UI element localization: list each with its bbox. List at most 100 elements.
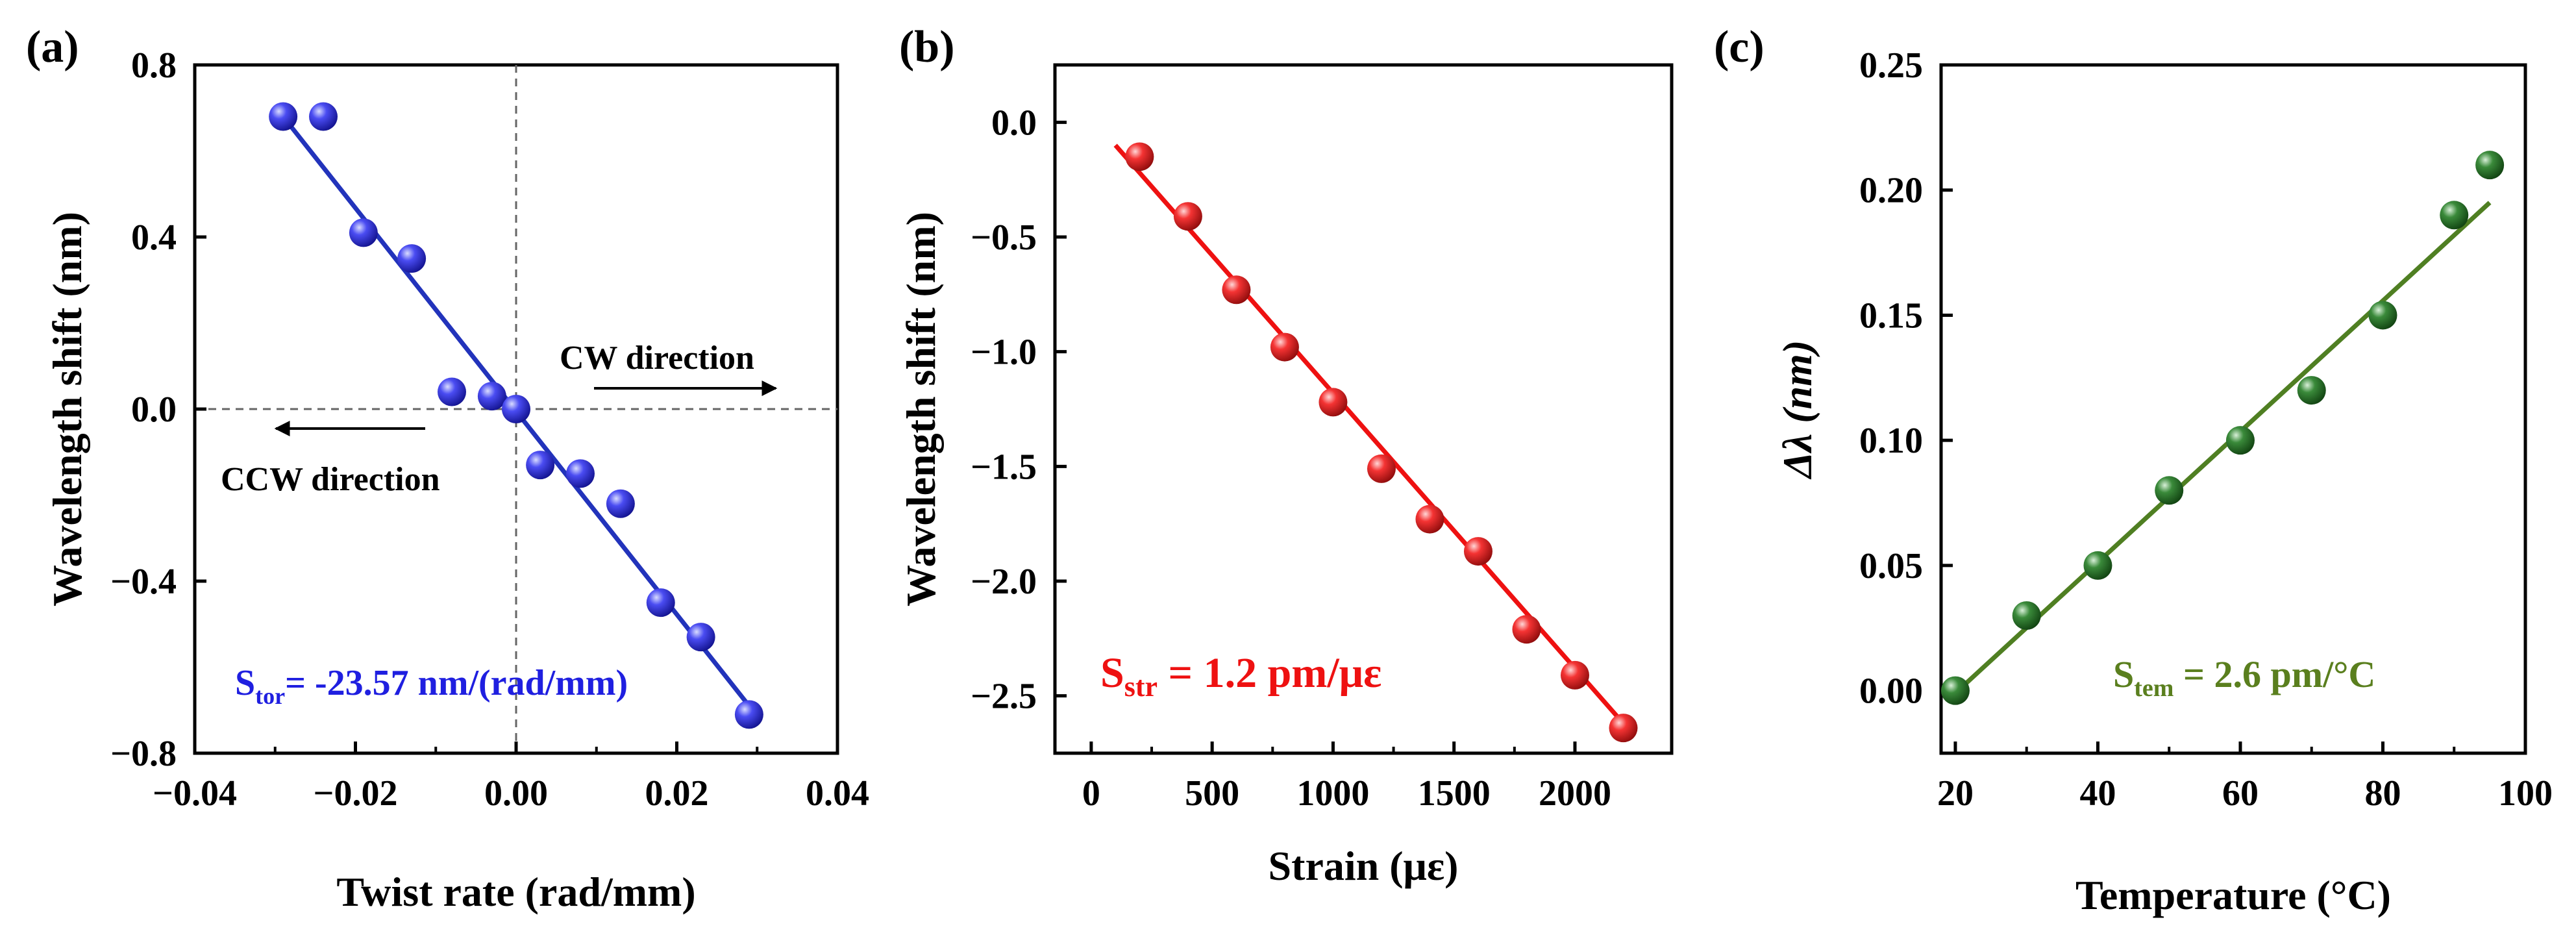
panel-c-sensitivity: Stem = 2.6 pm/°C [2113,653,2375,702]
data-point [686,623,715,652]
panel-a-sens-symbol: S [235,663,255,703]
panel-c-sens-symbol: S [2113,653,2134,695]
panel-c-fit-line [1953,201,2492,695]
data-point [1609,714,1638,743]
data-point [2083,551,2112,580]
data-point [734,700,763,729]
panel-a-sens-value: = -23.57 nm/(rad/mm) [285,663,628,703]
x-tick-label: 1000 [1296,773,1369,814]
data-point [1560,660,1589,690]
panel-b-ticks [1055,120,1577,753]
x-tick-label: 20 [1937,773,1974,814]
x-tick-label: 80 [2364,773,2401,814]
panel-b-label: (b) [899,22,955,72]
panel-a-sens-subscript: tor [255,683,285,709]
panel-b-data-points [1125,142,1638,743]
panel-a-x-tick-labels: −0.04 −0.02 0.00 0.02 0.04 [153,773,869,814]
y-tick-label: 0.10 [1859,421,1923,461]
data-point [2012,601,2041,630]
ccw-direction-label: CCW direction [221,461,440,498]
panel-c-label: (c) [1714,22,1765,72]
panel-c-xlabel: Temperature (°C) [2075,872,2391,918]
panel-c-x-tick-labels: 20 40 60 80 100 [1937,773,2553,814]
x-tick-label: −0.02 [314,773,398,814]
y-tick-label: 0.25 [1859,45,1923,86]
x-tick-label: 0.00 [484,773,548,814]
panel-b-sens-value: = 1.2 pm/με [1158,649,1381,697]
data-point [2475,151,2505,180]
x-tick-label: 100 [2498,773,2553,814]
data-point [1463,537,1492,566]
x-tick-label: 60 [2222,773,2259,814]
x-tick-label: 40 [2079,773,2116,814]
data-point [477,382,506,411]
x-tick-label: 1500 [1418,773,1491,814]
y-tick-label: 0.0 [991,103,1037,143]
data-point [2368,301,2397,330]
panel-a-label: (a) [26,22,79,72]
panel-c-data-points [1940,151,2505,705]
panel-b-ylabel: Wavelength shift (nm) [898,212,944,606]
panel-c-sens-subscript: tem [2134,675,2174,702]
y-tick-label: −1.0 [971,332,1037,373]
panel-a-xlabel: Twist rate (rad/mm) [336,869,695,915]
data-point [2440,201,2469,230]
y-tick-label: −0.4 [110,562,177,602]
y-tick-label: 0.0 [131,390,177,430]
y-tick-label: −0.8 [110,734,177,774]
data-point [1173,202,1202,231]
panel-a-data-points [269,102,763,729]
y-tick-label: 0.4 [131,218,177,258]
panel-b-y-tick-labels: 0.0 −0.5 −1.0 −1.5 −2.0 −2.5 [971,103,1037,716]
data-point [1270,332,1299,362]
y-tick-label: −2.0 [971,562,1037,602]
data-point [646,588,675,617]
data-point [438,377,466,406]
panel-c-frame [1939,63,2527,755]
panel-b-x-tick-labels: 0 500 1000 1500 2000 [1082,773,1611,814]
x-tick-label: 2000 [1539,773,1611,814]
data-point [1222,275,1251,305]
panel-a-ticks [193,63,839,755]
panel-b-sens-symbol: S [1100,649,1124,697]
y-tick-label: −0.5 [971,218,1037,258]
y-tick-label: 0.05 [1859,546,1923,586]
x-tick-label: 0.02 [645,773,709,814]
x-tick-label: −0.04 [153,773,237,814]
data-point [1367,454,1396,483]
panel-c: (c) 20 40 60 80 100 0.00 0.05 0.10 0.15 0.20 0.25… [1714,22,2553,918]
data-point [1415,505,1444,534]
panel-b-xlabel: Strain (με) [1269,843,1459,889]
data-point [526,451,555,480]
data-point [1512,615,1541,644]
data-point [502,395,530,423]
panel-c-y-tick-labels: 0.00 0.05 0.10 0.15 0.20 0.25 [1859,45,1923,712]
x-tick-label: 500 [1185,773,1239,814]
data-point [2225,426,2255,455]
y-tick-label: 0.20 [1859,171,1923,211]
data-point [2297,376,2326,405]
y-tick-label: −1.5 [971,447,1037,487]
data-point [1319,388,1348,417]
y-tick-label: 0.15 [1859,295,1923,336]
y-tick-label: 0.00 [1859,671,1923,712]
data-point [309,102,338,131]
panel-a-y-tick-labels: −0.8 −0.4 0.0 0.4 0.8 [110,45,177,774]
panel-c-sens-value: = 2.6 pm/°C [2174,653,2375,695]
data-point [1125,142,1154,171]
panel-a-ylabel: Wavelength shift (nm) [44,212,90,606]
panel-b-fit-line [1113,143,1626,725]
data-point [566,459,595,488]
y-tick-label: −2.5 [971,677,1037,717]
panel-b-frame [1053,63,1674,755]
panel-a: (a) −0.04 −0.02 0.00 0.02 0.04 −0.8 −0.4 0.0 0.… [26,22,869,915]
panel-b: (b) 0 500 1000 1500 2000 0.0 −0.5 −1.0 −1.5 −2.0… [898,22,1674,889]
panel-b-sens-subscript: str [1124,671,1158,703]
cw-direction-label: CW direction [560,340,754,377]
data-point [606,489,635,518]
x-tick-label: 0.04 [806,773,869,814]
data-point [349,218,378,247]
data-point [1940,676,1970,705]
data-point [2155,476,2184,505]
